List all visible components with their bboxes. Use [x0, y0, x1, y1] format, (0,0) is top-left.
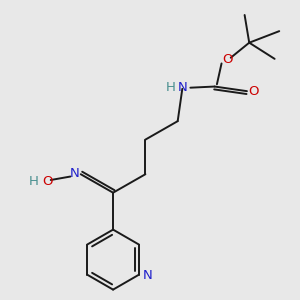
Text: H: H — [166, 81, 176, 94]
Text: O: O — [42, 175, 52, 188]
Text: N: N — [177, 81, 187, 94]
Text: N: N — [70, 167, 80, 180]
Text: N: N — [142, 269, 152, 282]
Text: O: O — [222, 53, 232, 67]
Text: H: H — [28, 175, 38, 188]
Text: O: O — [249, 85, 259, 98]
